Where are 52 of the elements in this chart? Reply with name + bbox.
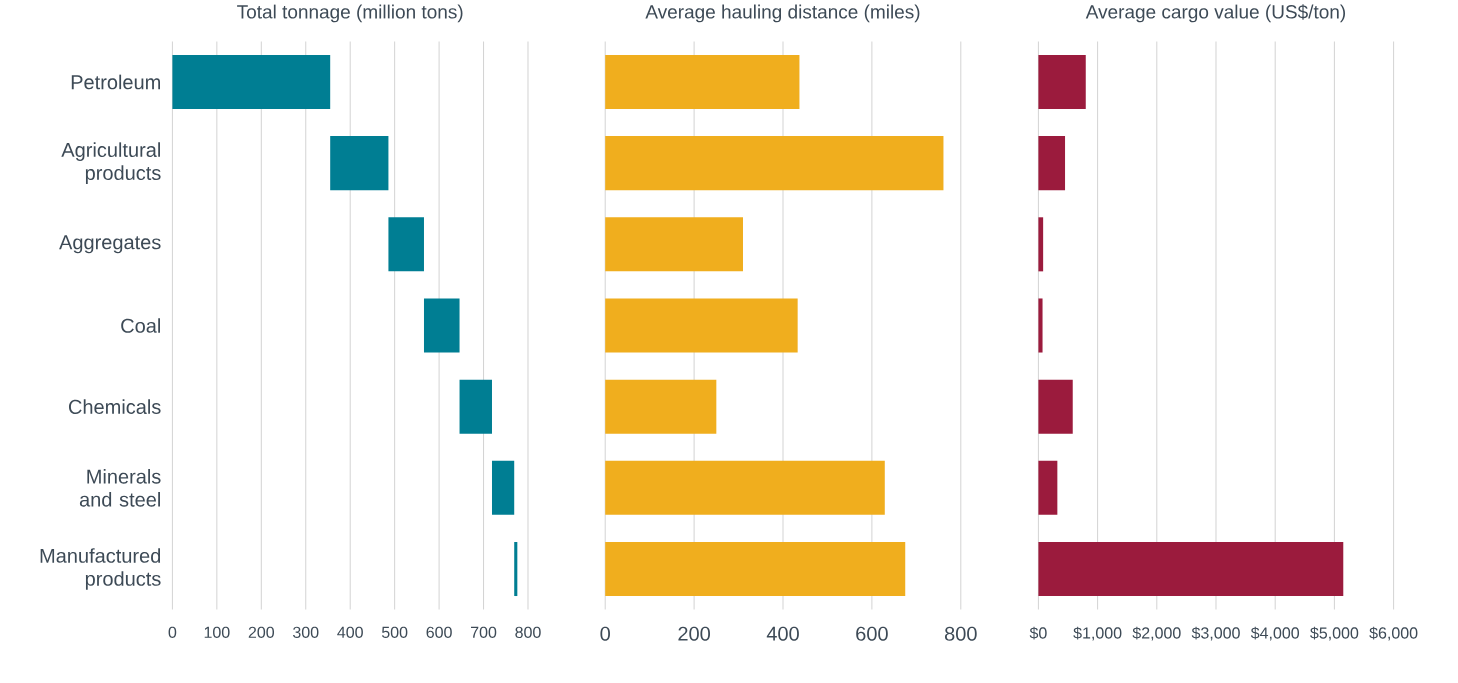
x-tick-label: $4,000 (1250, 626, 1300, 641)
y-tick-label: Minerals and steel (79, 468, 161, 507)
chart-title: Average hauling distance (miles) (645, 4, 920, 23)
x-tick-label: 700 (471, 626, 497, 638)
x-tick-label: $1,000 (1073, 626, 1122, 641)
y-tick-label: Agricultural products (61, 142, 161, 184)
x-tick-label: 400 (337, 626, 363, 638)
x-tick-label: 0 (600, 626, 610, 641)
bar (1038, 298, 1043, 353)
x-tick-label: $2,000 (1132, 626, 1181, 641)
bar (605, 460, 885, 515)
x-tick-label: $0 (1029, 626, 1047, 640)
x-tick-label: 300 (293, 626, 319, 638)
y-tick-label: Aggregates (59, 235, 161, 254)
bar (605, 298, 798, 353)
x-tick-label: 500 (381, 626, 408, 638)
y-tick-label: Coal (121, 318, 160, 333)
bar (388, 217, 424, 272)
x-tick-label: 800 (515, 626, 541, 638)
bar (172, 54, 331, 110)
bar (330, 136, 389, 191)
bar (1038, 217, 1044, 272)
chart-title: Total tonnage (million tons) (237, 4, 463, 23)
x-tick-label: 200 (678, 626, 711, 641)
bar (605, 379, 717, 434)
x-tick-label: $6,000 (1369, 626, 1418, 641)
x-tick-label: $3,000 (1191, 626, 1240, 641)
bar (605, 217, 743, 272)
x-tick-label: 0 (168, 626, 177, 638)
chart-title: Average cargo value (US$/ton) (1085, 4, 1346, 23)
bar (1038, 379, 1073, 434)
bar (1038, 541, 1344, 597)
y-tick-label: Petroleum (71, 74, 160, 90)
x-tick-label: 600 (426, 626, 452, 638)
bar (605, 54, 800, 110)
y-tick-label: Manufactured products (40, 548, 161, 590)
bar (1038, 136, 1066, 191)
x-tick-label: 800 (944, 626, 977, 641)
bar (605, 136, 944, 191)
bar (459, 379, 492, 434)
bar (423, 298, 460, 353)
bar (1038, 54, 1086, 110)
x-tick-label: 600 (856, 626, 888, 641)
x-tick-label: 400 (766, 626, 799, 641)
x-tick-label: 100 (204, 626, 230, 638)
y-tick-label: Chemicals (68, 399, 161, 414)
x-tick-label: $5,000 (1310, 626, 1359, 641)
bar (514, 541, 518, 597)
bar (1038, 460, 1058, 515)
bar (491, 460, 515, 515)
x-tick-label: 200 (248, 626, 275, 638)
bar (605, 541, 906, 597)
